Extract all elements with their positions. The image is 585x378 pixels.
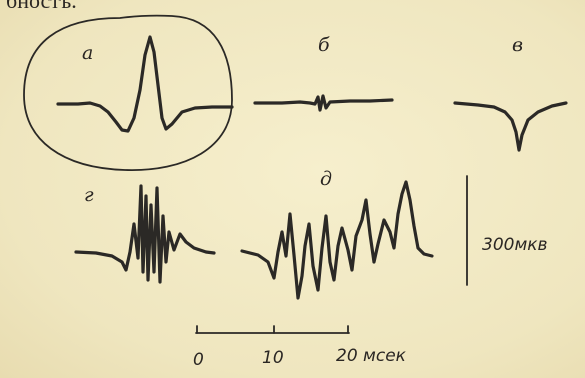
trace-v [453,101,568,152]
trace-d [240,180,434,300]
panel-label-b: б [318,34,330,56]
time-scale-label-20: 20 мсек [336,348,406,365]
amplitude-scale-unit: мкв [514,235,548,255]
panel-a-circle [23,14,233,171]
amplitude-scale-value: 300 [482,235,515,255]
time-scale-unit: мсек [363,346,406,366]
trace-b [253,94,394,112]
panel-label-d: д [320,168,333,190]
time-scale-tick-label-0: 0 [193,350,204,370]
trace-g [74,184,216,284]
trace-a [56,35,234,133]
panel-label-v: в [512,34,524,56]
amplitude-scale-label: 300мкв [482,237,548,254]
time-scale-tick-label-10: 10 [262,348,284,368]
page-fragment-text: бностъ. [6,0,77,13]
panel-label-a: а [82,42,94,64]
panel-label-g: г [84,184,94,206]
time-scale-tick-label-20: 20 [336,346,358,366]
